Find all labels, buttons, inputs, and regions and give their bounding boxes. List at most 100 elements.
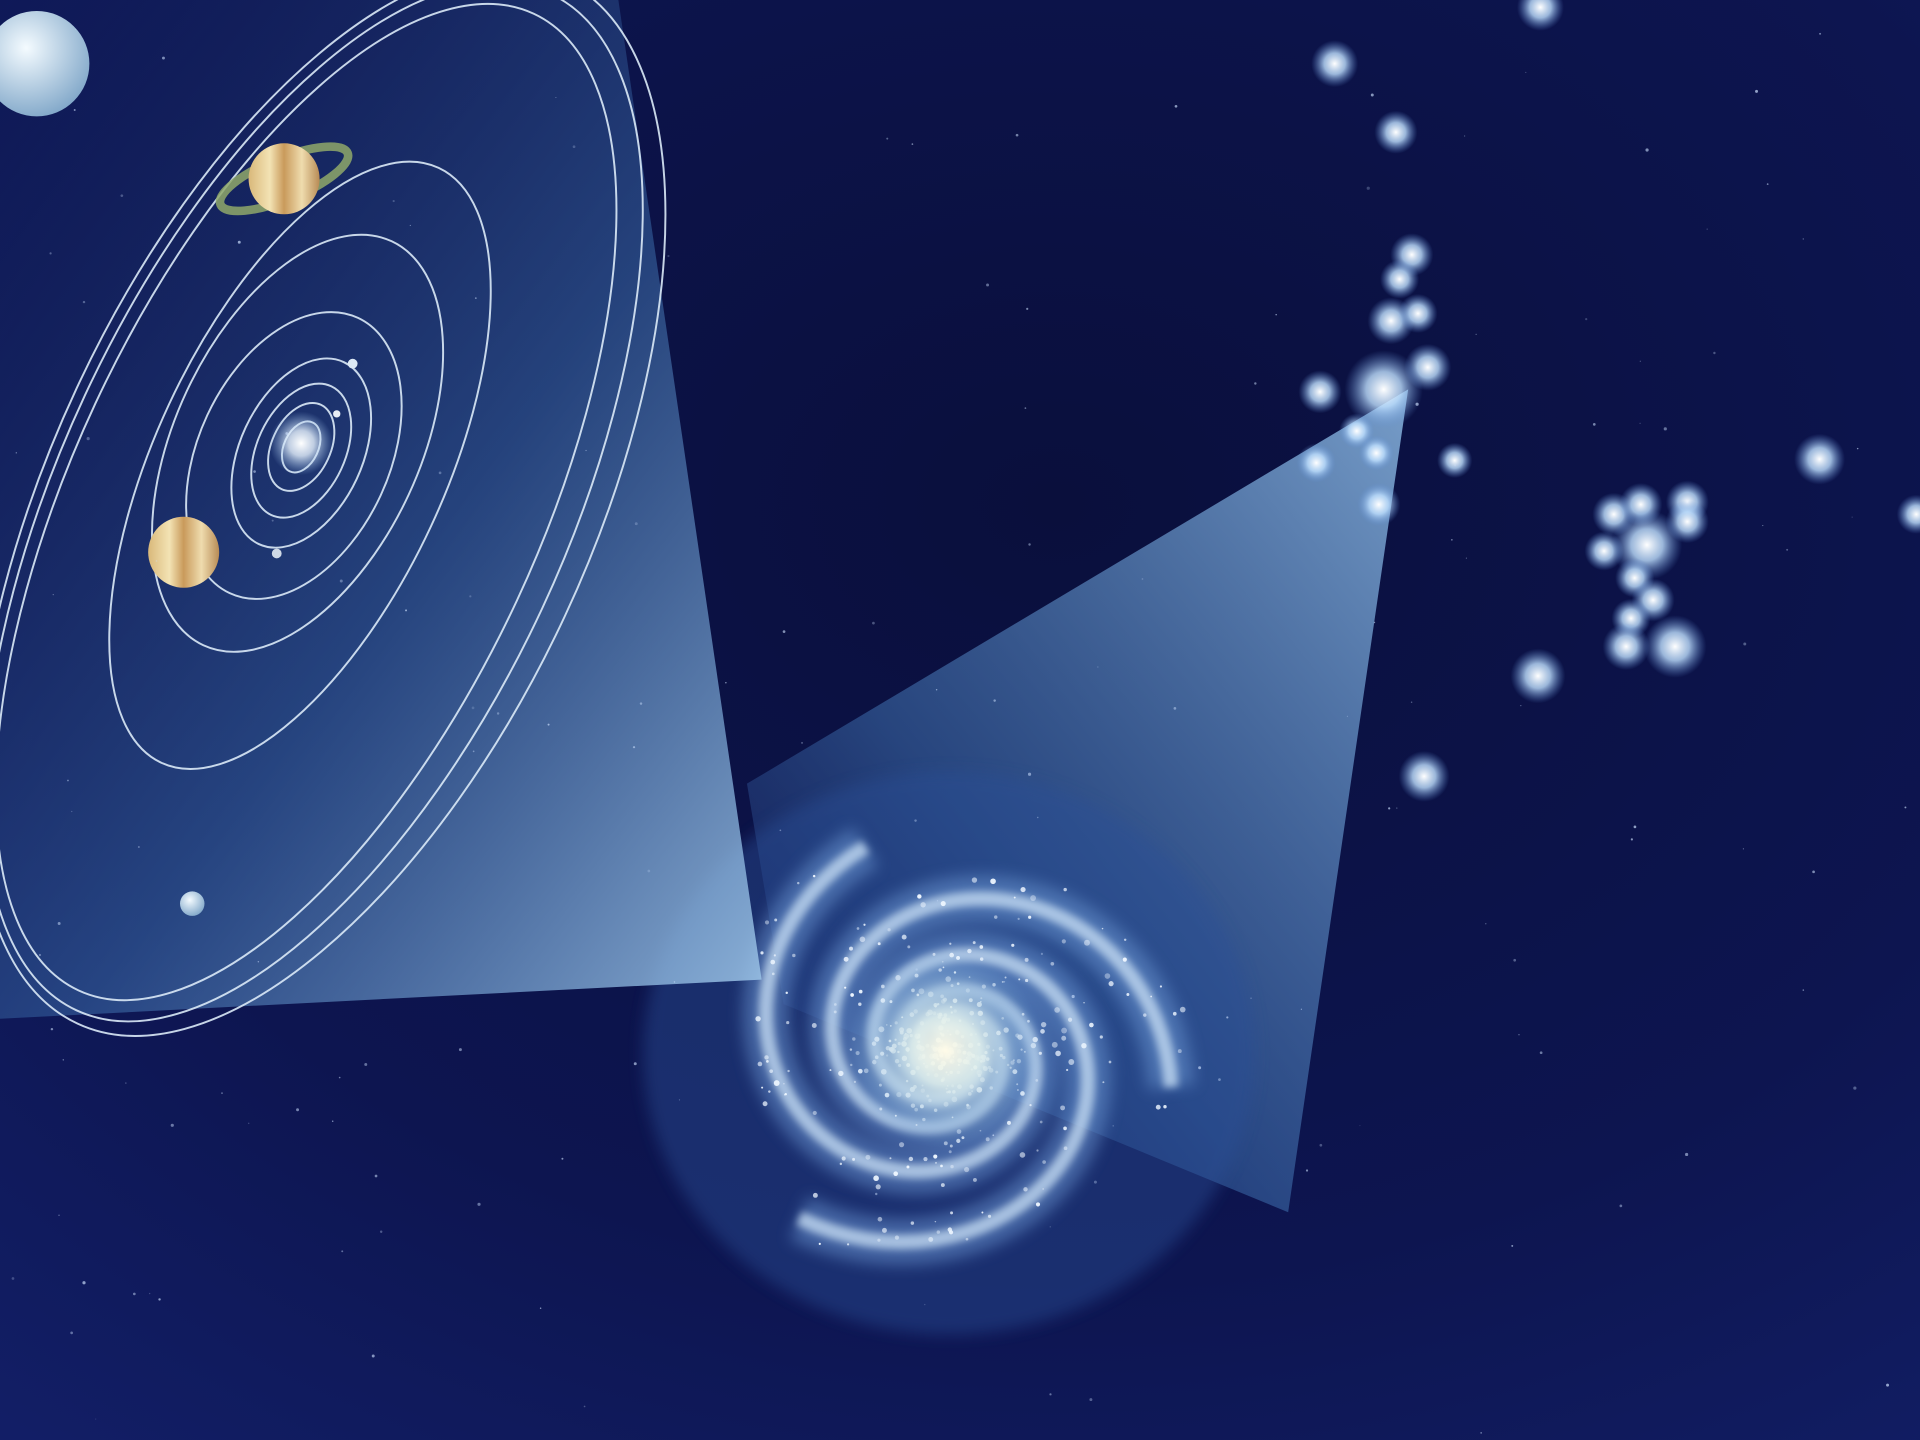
galaxy-star	[899, 1142, 905, 1148]
star	[285, 432, 289, 435]
galaxy-star	[797, 881, 800, 885]
star	[1513, 958, 1517, 962]
star	[15, 452, 17, 454]
star	[633, 1062, 637, 1066]
galaxy-star	[1042, 1188, 1044, 1190]
star	[1853, 1086, 1857, 1090]
galaxy-star	[1101, 927, 1104, 930]
galaxy-star	[760, 951, 764, 955]
galaxy-star	[889, 1157, 892, 1160]
star	[673, 981, 676, 983]
star	[572, 145, 576, 149]
star	[872, 621, 875, 625]
distant-galaxy	[1510, 648, 1566, 704]
galaxy-star	[940, 1183, 945, 1188]
galaxy-star	[773, 954, 776, 957]
galaxy-star	[971, 877, 978, 883]
star	[57, 922, 61, 925]
star	[1475, 333, 1477, 336]
galaxy-star	[1179, 1006, 1186, 1013]
distant-galaxy	[1516, 0, 1564, 31]
galaxy-star	[940, 900, 946, 907]
galaxy-star	[1035, 1202, 1041, 1207]
star	[1373, 621, 1376, 624]
star	[1539, 1051, 1543, 1055]
star	[1024, 407, 1027, 409]
star	[555, 96, 557, 98]
star	[120, 194, 124, 198]
star	[469, 595, 472, 598]
galaxy-star	[933, 1154, 938, 1159]
galaxy-star	[1060, 1105, 1066, 1111]
galaxy-star	[850, 993, 854, 997]
galaxy-star	[863, 923, 866, 926]
galaxy-star	[967, 948, 972, 954]
galaxy-star	[1036, 1149, 1039, 1152]
galaxy-star	[812, 1192, 818, 1198]
galaxy-star	[1019, 1152, 1026, 1158]
star	[632, 746, 636, 749]
galaxy-star	[994, 915, 998, 919]
star	[1520, 705, 1522, 707]
star	[1370, 93, 1374, 97]
star	[137, 846, 140, 848]
galaxy-star	[839, 1162, 843, 1166]
galaxy-core	[847, 952, 1044, 1149]
star	[1275, 313, 1277, 316]
star	[539, 1307, 542, 1309]
galaxy-star	[893, 1171, 899, 1176]
star	[271, 519, 274, 522]
star	[1410, 701, 1413, 703]
star	[1743, 642, 1747, 646]
star	[364, 1062, 368, 1066]
star	[237, 240, 241, 244]
saturn	[215, 142, 353, 216]
distant-galaxy	[1311, 40, 1359, 88]
galaxy-star	[901, 934, 907, 940]
star	[1028, 543, 1031, 546]
galaxy-star	[843, 956, 849, 962]
galaxy-star	[764, 1055, 769, 1060]
galaxy-star	[829, 1069, 832, 1072]
stars	[11, 28, 1907, 1434]
galaxy-star	[1051, 1041, 1058, 1048]
star	[914, 819, 917, 822]
galaxy-star	[1068, 1059, 1075, 1065]
galaxy-star	[1018, 978, 1021, 981]
galaxy-star	[844, 986, 847, 989]
galaxy-star	[1068, 1017, 1073, 1022]
galaxy-star	[849, 946, 853, 951]
star	[936, 900, 939, 902]
star	[547, 723, 550, 726]
star	[1218, 1078, 1221, 1081]
galaxy-star	[934, 1220, 937, 1223]
star	[986, 283, 990, 287]
star	[1713, 351, 1716, 355]
galaxy-star	[882, 1227, 887, 1233]
star	[1319, 1143, 1323, 1147]
star	[1250, 997, 1252, 1000]
distant-galaxy	[1896, 494, 1920, 534]
star	[1742, 848, 1745, 850]
galaxy-star	[856, 927, 860, 930]
star	[374, 1174, 378, 1178]
planet	[333, 410, 341, 418]
galaxy-star	[1061, 939, 1066, 944]
planet	[347, 358, 358, 369]
star	[1089, 1398, 1093, 1402]
galaxy-star	[783, 1094, 786, 1096]
galaxy-star	[1050, 961, 1055, 966]
star	[82, 300, 86, 304]
star	[67, 779, 69, 782]
star	[474, 297, 477, 300]
star	[1856, 447, 1859, 450]
star	[331, 1120, 334, 1122]
orbit	[230, 357, 373, 549]
star	[935, 689, 938, 691]
star	[911, 143, 914, 145]
galaxy-star	[1063, 1146, 1068, 1151]
star	[472, 750, 475, 753]
star	[1451, 539, 1453, 541]
galaxy-star	[877, 942, 881, 946]
galaxy-star	[1039, 1120, 1043, 1124]
